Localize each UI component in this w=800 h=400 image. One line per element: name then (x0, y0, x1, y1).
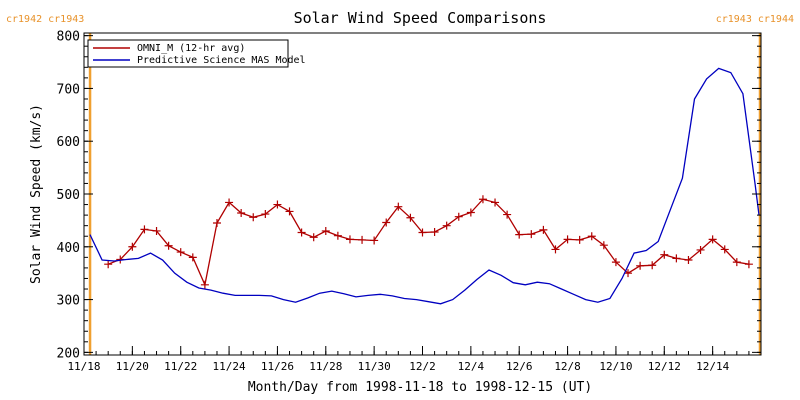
mas-series-line (89, 67, 760, 305)
omni-point-marker (720, 245, 729, 254)
y-tick-label: 600 (57, 135, 80, 150)
omni-point-marker (466, 208, 475, 217)
omni-point-marker (575, 235, 584, 244)
omni-point-marker (611, 258, 620, 267)
x-tick-label: 12/6 (506, 360, 533, 373)
omni-point-marker (442, 221, 451, 230)
omni-point-marker (527, 230, 536, 239)
y-tick-label: 300 (57, 294, 80, 309)
omni-point-marker (237, 209, 246, 218)
y-tick-label: 200 (57, 346, 80, 361)
omni-point-marker (370, 236, 379, 245)
carrington-label: cr1943 cr1944 (716, 14, 794, 25)
y-tick-label: 500 (57, 188, 80, 203)
omni-point-marker (672, 254, 681, 263)
x-tick-label: 11/30 (358, 360, 391, 373)
omni-point-marker (261, 210, 270, 219)
omni-point-marker (406, 213, 415, 222)
legend-box (87, 39, 289, 68)
chart-title: Solar Wind Speed Comparisons (294, 9, 547, 27)
omni-point-marker (249, 213, 258, 222)
omni-point-marker (333, 231, 342, 240)
x-tick-label: 11/18 (67, 360, 100, 373)
omni-point-marker (684, 255, 693, 264)
omni-point-marker (140, 225, 149, 234)
omni-point-marker (188, 253, 197, 262)
omni-point-marker (491, 198, 500, 207)
x-tick-label: 11/28 (309, 360, 342, 373)
omni-point-marker (430, 228, 439, 237)
omni-point-marker (454, 212, 463, 221)
omni-point-marker (648, 261, 657, 270)
omni-point-marker (225, 198, 234, 207)
omni-point-marker (708, 235, 717, 244)
omni-point-marker (382, 218, 391, 227)
omni-point-marker (212, 219, 221, 228)
x-tick-label: 11/24 (213, 360, 246, 373)
omni-point-marker (587, 232, 596, 241)
legend-label-mas: Predictive Science MAS Model (137, 55, 306, 66)
x-tick-label: 11/26 (261, 360, 294, 373)
omni-point-marker (624, 269, 633, 278)
x-axis-label: Month/Day from 1998-11-18 to 1998-12-15 … (248, 380, 592, 395)
x-tick-label: 12/10 (599, 360, 632, 373)
omni-point-marker (478, 195, 487, 204)
y-tick-label: 400 (57, 241, 80, 256)
x-tick-label: 12/8 (554, 360, 581, 373)
omni-point-marker (696, 245, 705, 254)
omni-point-marker (503, 210, 512, 219)
omni-point-marker (599, 241, 608, 250)
x-tick-label: 12/2 (409, 360, 436, 373)
x-tick-label: 11/22 (164, 360, 197, 373)
x-tick-label: 12/12 (648, 360, 681, 373)
omni-point-marker (394, 202, 403, 211)
omni-point-marker (285, 207, 294, 216)
omni-point-marker (200, 280, 209, 289)
x-tick-label: 12/14 (696, 360, 729, 373)
omni-point-marker (152, 226, 161, 235)
omni-point-marker (636, 261, 645, 270)
y-tick-label: 800 (57, 30, 80, 45)
x-tick-label: 12/4 (458, 360, 485, 373)
omni-point-marker (345, 235, 354, 244)
legend: OMNI_M (12-hr avg) Predictive Science MA… (87, 39, 306, 68)
omni-point-marker (297, 228, 306, 237)
omni-point-marker (744, 260, 753, 269)
omni-point-marker (732, 258, 741, 267)
legend-label-omni: OMNI_M (12-hr avg) (137, 43, 245, 54)
omni-point-marker (563, 235, 572, 244)
omni-point-marker (418, 228, 427, 237)
omni-point-marker (321, 226, 330, 235)
y-axis: 200 300 400 500 600 700 800 (57, 30, 761, 361)
x-tick-label: 11/20 (116, 360, 149, 373)
omni-point-marker (515, 230, 524, 239)
omni-point-marker (551, 245, 560, 254)
omni-point-marker (660, 250, 669, 259)
omni-point-marker (539, 225, 548, 234)
series-layer (89, 67, 760, 305)
y-tick-label: 700 (57, 82, 80, 97)
y-axis-label: Solar Wind Speed (km/s) (29, 104, 44, 284)
omni-point-marker (309, 233, 318, 242)
omni-point-marker (176, 248, 185, 257)
omni-point-marker (164, 241, 173, 250)
x-axis: 11/18 11/20 11/22 11/24 11/26 11/28 11/30 12/2 1… (67, 346, 762, 373)
carrington-label: cr1942 cr1943 (6, 14, 84, 25)
carrington-labels: cr1942 cr1943 cr1943 cr1944 (6, 14, 794, 25)
omni-point-marker (273, 200, 282, 209)
omni-point-marker (104, 260, 113, 269)
omni-point-marker (358, 235, 367, 244)
omni-point-marker (128, 242, 137, 251)
